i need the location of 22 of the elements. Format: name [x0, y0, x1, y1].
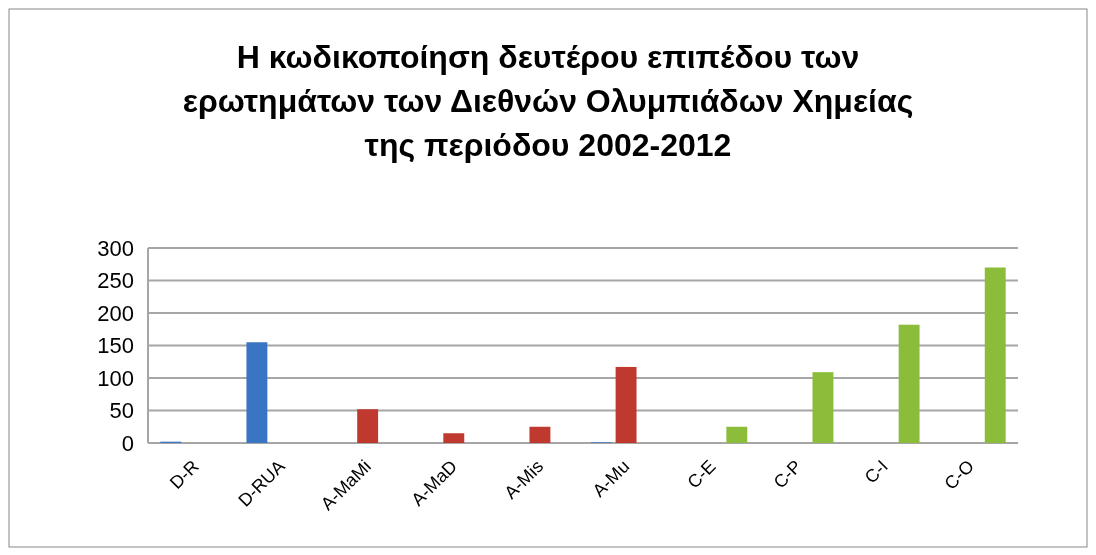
y-tick-label: 250: [97, 268, 134, 294]
bar: [357, 409, 379, 443]
y-tick-label: 50: [109, 398, 134, 424]
bar: [984, 267, 1006, 443]
y-tick-label: 150: [97, 333, 134, 359]
x-tick-label: D-R: [165, 456, 203, 493]
chart-title: Η κωδικοποίηση δευτέρου επιπέδου των ερωτημάτων των Διεθνών Ολυμπιάδων Χημείας της περιόδου 2002-2012: [182, 39, 914, 163]
bar: [726, 426, 748, 443]
y-tick-label: 100: [97, 365, 134, 391]
y-tick-label: 300: [97, 235, 134, 261]
bar: [529, 426, 551, 443]
x-tick-label: C-O: [940, 456, 978, 494]
bar: [898, 324, 920, 443]
x-tick-label: C-I: [860, 456, 892, 488]
y-tick-label: 0: [121, 430, 134, 456]
bar: [443, 433, 465, 443]
bar: [246, 342, 268, 443]
y-tick-label: 200: [97, 300, 134, 326]
x-tick-label: C-P: [769, 456, 806, 493]
bar: [615, 366, 637, 443]
x-tick-label: C-E: [683, 456, 720, 493]
bar: [812, 372, 834, 443]
